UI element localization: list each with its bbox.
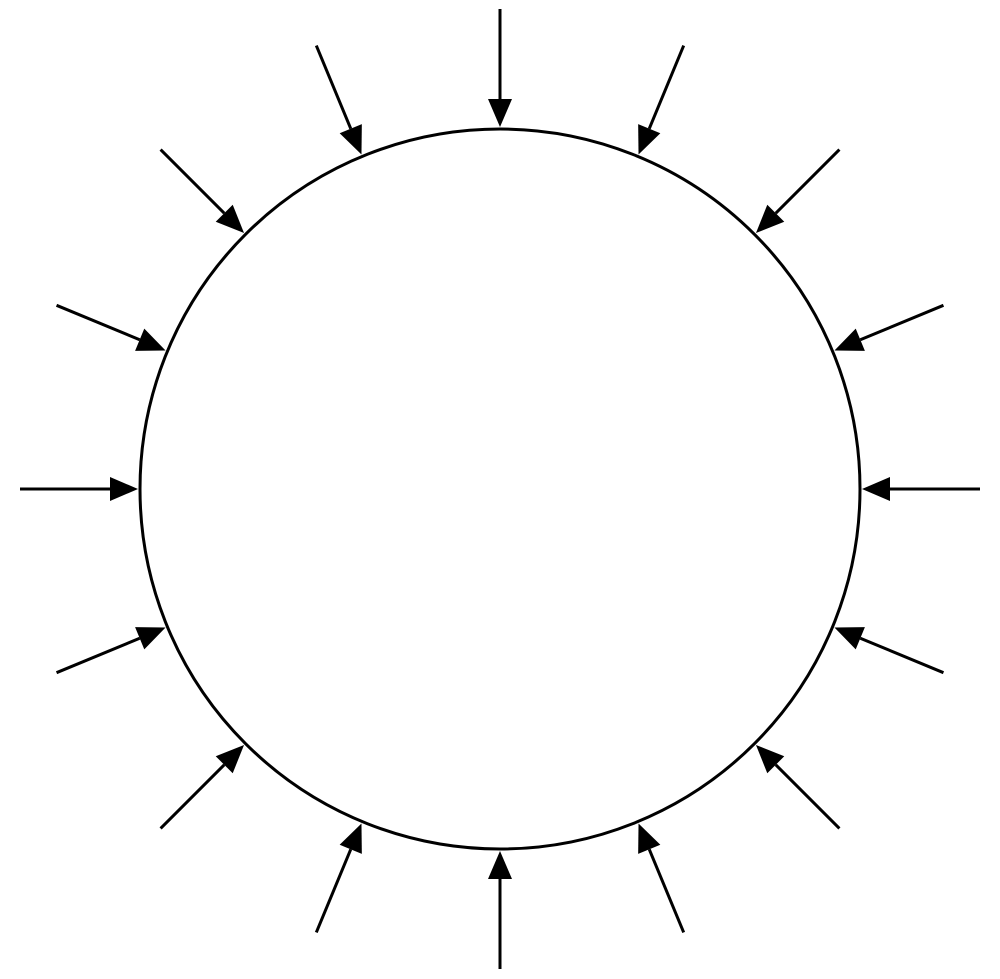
radial-pressure-diagram (0, 0, 1000, 979)
background (0, 0, 1000, 979)
diagram-svg (0, 0, 1000, 979)
